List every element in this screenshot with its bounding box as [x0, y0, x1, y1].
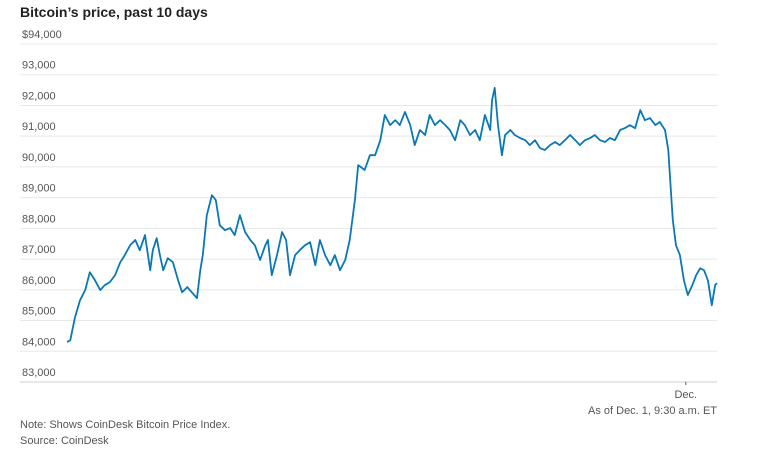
x-tick-label: Dec.	[674, 389, 697, 401]
chart-source: Source: CoinDesk	[20, 435, 109, 447]
y-tick-label: 83,000	[22, 367, 56, 379]
y-tick-label: 88,000	[22, 213, 56, 225]
y-tick-label: 86,000	[22, 275, 56, 287]
y-tick-label: 90,000	[22, 152, 56, 164]
y-tick-label: 92,000	[22, 90, 56, 102]
y-tick-label: 87,000	[22, 244, 56, 256]
y-tick-label: 89,000	[22, 183, 56, 195]
chart-note: Note: Shows CoinDesk Bitcoin Price Index…	[20, 419, 231, 431]
y-tick-label: 91,000	[22, 121, 56, 133]
y-tick-label: 93,000	[22, 60, 56, 72]
as-of-label: As of Dec. 1, 9:30 a.m. ET	[588, 405, 717, 417]
y-tick-label: 85,000	[22, 306, 56, 318]
y-tick-label: $94,000	[22, 29, 62, 41]
price-line	[66, 87, 718, 343]
chart-title: Bitcoin’s price, past 10 days	[20, 4, 208, 20]
y-tick-label: 84,000	[22, 336, 56, 348]
